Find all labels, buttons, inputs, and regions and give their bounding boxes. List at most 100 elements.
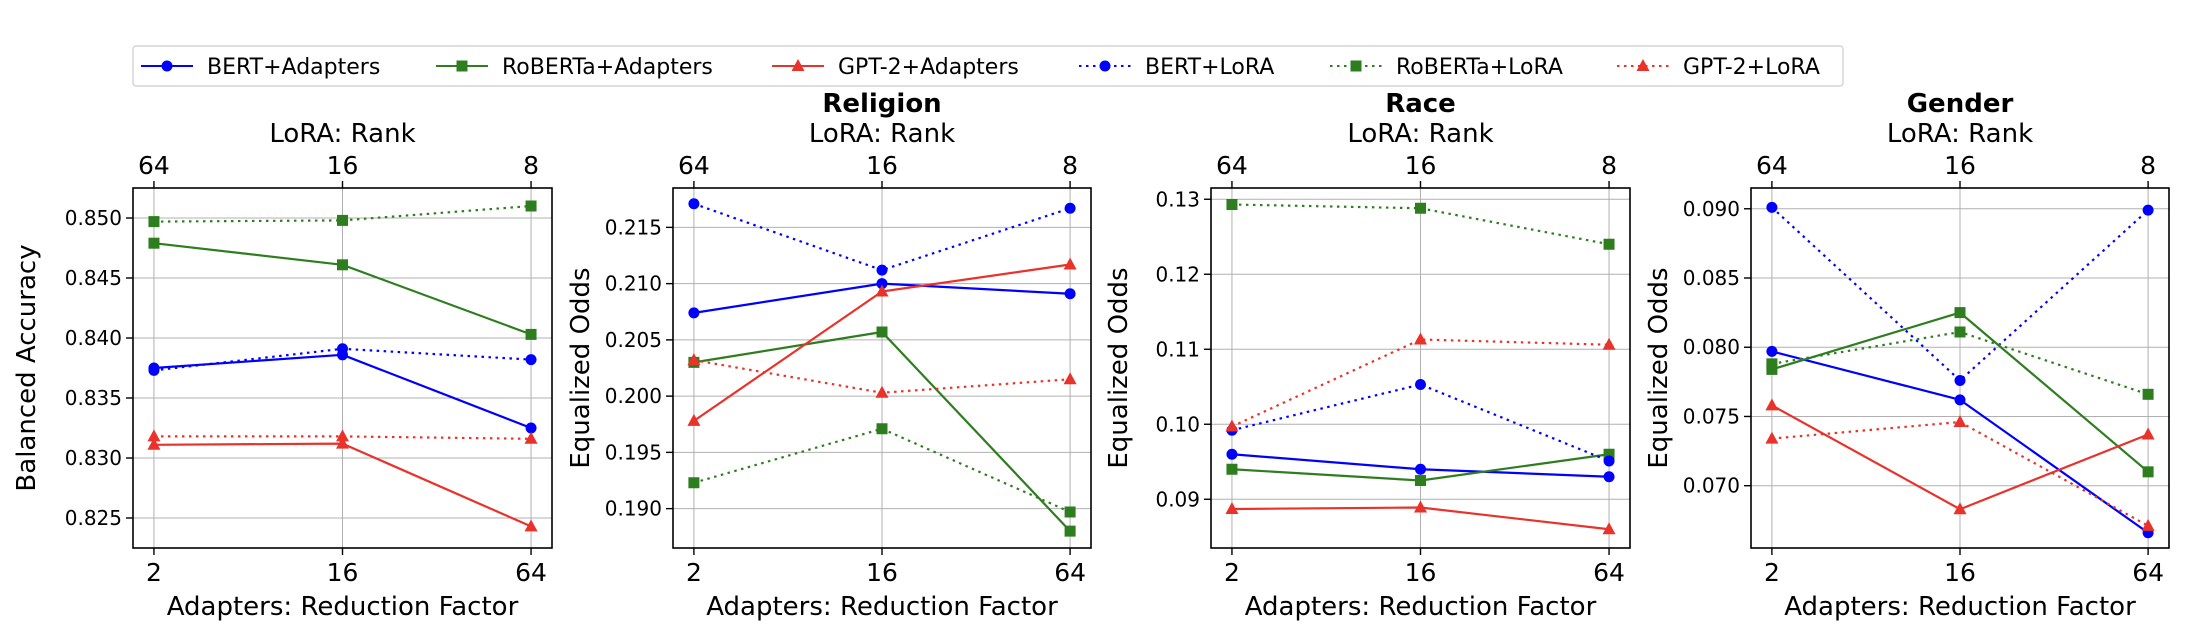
data-point [2142, 466, 2154, 478]
y-axis-label: Equalized Odds [1104, 267, 1134, 468]
data-point [875, 385, 889, 398]
data-point [336, 436, 349, 449]
data-point [1226, 199, 1238, 210]
y-tick-label: 0.830 [65, 446, 122, 470]
y-tick-label: 0.10 [1155, 412, 1200, 436]
series-line [693, 202, 1071, 272]
legend-label: RoBERTa+Adapters [502, 55, 713, 80]
data-point [148, 237, 160, 249]
y-tick-label: 0.205 [605, 328, 662, 352]
legend-entry: BERT+LoRA [1079, 55, 1274, 80]
data-point [1954, 326, 1966, 338]
y-tick-label: 0.850 [65, 206, 122, 230]
series-roberta-adapters [1226, 448, 1615, 486]
legend-marker [1099, 60, 1111, 72]
data-point [1603, 238, 1615, 250]
data-point [525, 422, 537, 434]
top-x-axis-label: LoRA: Rank [269, 119, 415, 149]
top-x-tick-label: 16 [327, 151, 359, 180]
data-point [876, 423, 888, 435]
top-x-tick-label: 8 [2140, 151, 2156, 180]
series-gpt-2-adapters [1765, 398, 2155, 515]
y-tick-label: 0.080 [1683, 335, 1740, 359]
x-tick-label: 64 [1054, 558, 1086, 587]
data-point [1064, 202, 1076, 214]
legend-label: GPT-2+Adapters [838, 55, 1019, 80]
chart-panel-4: 2 64 16 16 64 8 0.070 0.075 0.080 0.085 0.090 Adapt… [1644, 89, 2170, 622]
x-axis-label: Adapters: Reduction Factor [1784, 592, 2136, 622]
chart-panel-1: 2 64 16 16 64 8 0.825 0.830 0.835 0.840 0.845 0.850… [12, 119, 553, 622]
x-axis-label: Adapters: Reduction Factor [706, 592, 1058, 622]
data-point [1765, 398, 1779, 411]
data-point [525, 200, 537, 212]
series-roberta-lora [1226, 199, 1615, 250]
data-point [1954, 307, 1966, 319]
y-tick-label: 0.12 [1155, 262, 1200, 286]
series-roberta-adapters [148, 237, 537, 340]
series-line [693, 427, 1071, 514]
x-tick-label: 16 [327, 558, 359, 587]
data-point [337, 259, 348, 271]
series-roberta-lora [1766, 326, 2154, 400]
data-point [1603, 471, 1615, 483]
y-tick-label: 0.825 [65, 506, 122, 530]
legend-marker [161, 60, 173, 72]
series-roberta-lora [148, 200, 537, 228]
data-point [1415, 379, 1426, 390]
data-point [524, 519, 538, 532]
y-tick-label: 0.195 [605, 440, 662, 464]
top-x-tick-label: 16 [1944, 151, 1976, 180]
data-point [2141, 427, 2155, 440]
data-point [1414, 500, 1427, 513]
y-tick-label: 0.13 [1155, 187, 1200, 211]
legend-frame [132, 45, 1844, 87]
data-point [336, 429, 349, 442]
data-point [337, 214, 348, 226]
data-point [1063, 372, 1077, 385]
data-point [876, 264, 888, 276]
data-point [1954, 394, 1966, 406]
y-tick-label: 0.845 [65, 266, 122, 290]
data-point [687, 353, 701, 366]
legend: BERT+Adapters RoBERTa+Adapters GPT-2+Adapt… [132, 45, 1844, 87]
series-roberta-adapters [1766, 307, 2154, 478]
x-tick-label: 16 [1944, 558, 1976, 587]
series-roberta-lora [688, 423, 1076, 518]
top-x-tick-label: 64 [678, 151, 710, 180]
top-x-tick-label: 64 [1216, 151, 1248, 180]
data-point [1414, 332, 1427, 345]
series-gpt-2-lora [1225, 332, 1616, 432]
data-point [1953, 502, 1967, 515]
panel-title: Gender [1907, 89, 2014, 119]
y-tick-label: 0.190 [605, 497, 662, 521]
data-point [1766, 201, 1778, 213]
x-tick-label: 2 [686, 558, 702, 587]
data-point [148, 216, 160, 228]
series-gpt-2-lora [1765, 415, 2155, 531]
chart-panel-2: 2 64 16 16 64 8 0.190 0.195 0.200 0.205 0.210 0.215… [566, 89, 1092, 622]
data-point [876, 278, 888, 290]
x-tick-label: 2 [1764, 558, 1780, 587]
data-point [1415, 202, 1426, 214]
data-point [1064, 506, 1076, 518]
data-point [875, 284, 889, 297]
series-gpt-2-adapters [147, 436, 538, 532]
data-point [525, 328, 537, 340]
series-line [1231, 203, 1610, 246]
series-bert-adapters [1226, 448, 1615, 483]
legend-entry: BERT+Adapters [141, 55, 380, 80]
data-point [1766, 363, 1778, 375]
y-tick-label: 0.085 [1683, 266, 1740, 290]
legend-entry: RoBERTa+LoRA [1330, 55, 1563, 80]
panel-title: Race [1385, 89, 1456, 119]
data-point [1064, 288, 1076, 300]
x-axis-label: Adapters: Reduction Factor [167, 592, 519, 622]
data-point [337, 343, 348, 355]
legend-marker [1350, 60, 1362, 72]
data-point [1765, 431, 1779, 444]
y-axis-label: Balanced Accuracy [12, 244, 42, 491]
legend-label: GPT-2+LoRA [1683, 55, 1820, 80]
y-tick-label: 0.11 [1155, 337, 1200, 361]
y-tick-label: 0.835 [65, 386, 122, 410]
